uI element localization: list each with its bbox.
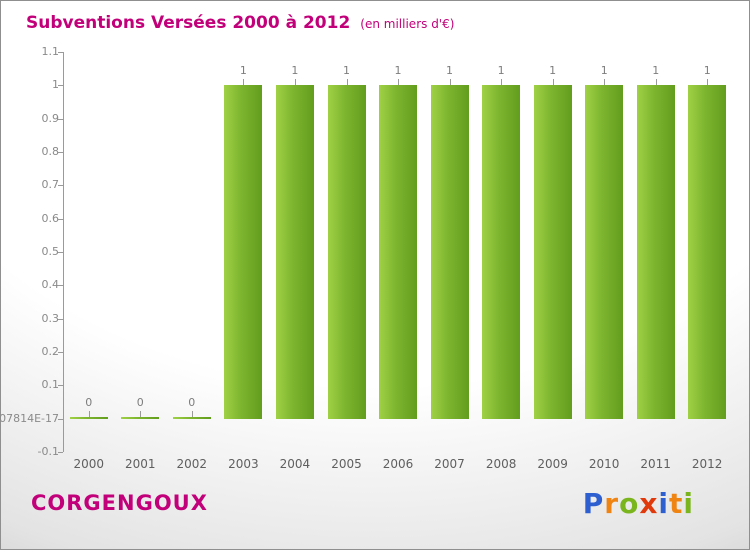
y-tick-mark [58, 252, 63, 253]
bar-value-tick [655, 79, 657, 86]
bar-value-label: 1 [497, 64, 505, 78]
bar-value-tick [398, 79, 399, 86]
y-tick-mark [58, 118, 63, 120]
bar-value-tick [449, 79, 451, 86]
bar-value-tick [707, 79, 709, 86]
y-tick-mark [58, 52, 63, 53]
y-tick-label: 0.3 [41, 311, 60, 325]
bar [688, 85, 727, 419]
bar-value-label: 1 [394, 64, 402, 78]
chart-subtitle: (en milliers d'€) [360, 17, 455, 31]
x-tick-label: 2011 [640, 457, 671, 471]
x-tick-label: 2007 [434, 457, 465, 471]
bar-value-tick [552, 79, 554, 86]
y-tick-mark [58, 385, 63, 387]
bar-value-tick [191, 410, 193, 417]
y-tick-label: 0.8 [41, 145, 60, 158]
logo-letter: t [669, 487, 684, 520]
bar [69, 416, 108, 419]
y-tick-label: 0.4 [41, 278, 60, 292]
bar-value-label: 1 [446, 64, 453, 78]
bar-value-label: 0 [136, 395, 144, 409]
x-tick-label: 2002 [176, 457, 208, 471]
logo-letter: i [658, 487, 669, 520]
logo-letter: x [639, 487, 659, 520]
y-tick-label: 1.1 [41, 45, 60, 58]
bar-value-label: 1 [703, 64, 711, 78]
bar-value-label: 1 [343, 64, 350, 78]
y-tick-label: 0.7 [41, 178, 60, 192]
x-tick-label: 2003 [228, 457, 259, 471]
logo-letter: o [619, 487, 640, 520]
x-tick-label: 2008 [485, 457, 517, 471]
bar [482, 85, 521, 419]
bar-value-tick [243, 79, 245, 86]
x-tick-label: 2005 [331, 457, 362, 471]
y-tick-mark [58, 318, 63, 320]
chart-header: Subventions Versées 2000 à 2012 (en mill… [26, 13, 454, 33]
bar-value-tick [294, 79, 296, 86]
logo-letter: i [683, 487, 694, 520]
bar-value-label: 1 [652, 64, 660, 78]
bar-value-label: 0 [85, 395, 93, 409]
logo-letter: P [582, 487, 605, 520]
logo-letter: r [604, 487, 620, 520]
bar [327, 85, 366, 419]
bar [121, 416, 160, 419]
bar-value-label: 1 [291, 64, 299, 78]
bar [275, 85, 314, 419]
x-tick-label: 2006 [382, 457, 414, 471]
y-tick-mark [58, 85, 63, 87]
x-tick-label: 2001 [125, 457, 156, 471]
y-tick-mark [58, 218, 63, 220]
bar-value-tick [346, 79, 348, 86]
chart-title: Subventions Versées 2000 à 2012 [26, 13, 351, 33]
y-tick-mark [58, 452, 63, 453]
proxiti-logo: Proxiti [583, 487, 694, 520]
bar-value-label: 1 [239, 64, 247, 78]
y-tick-label: 007814E-17 [0, 411, 59, 425]
x-tick-label: 2012 [691, 457, 723, 471]
bar-value-label: 0 [188, 395, 196, 409]
y-tick-mark [58, 285, 63, 287]
commune-name: CORGENGOUX [31, 491, 208, 515]
bar-value-label: 1 [549, 64, 557, 78]
bar [224, 85, 263, 419]
y-tick-label: 0.2 [41, 345, 60, 358]
y-tick-mark [58, 418, 63, 420]
bar [533, 85, 572, 419]
y-tick-label: 1 [52, 78, 59, 92]
y-tick-label: 0.9 [41, 111, 60, 125]
x-tick-label: 2004 [279, 457, 311, 471]
y-axis [63, 52, 64, 452]
x-tick-label: 2009 [537, 457, 568, 471]
bar-value-tick [88, 410, 90, 417]
bar-value-label: 1 [600, 64, 608, 78]
y-tick-label: 0.6 [41, 211, 60, 225]
y-tick-mark [58, 185, 63, 187]
bar-value-tick [501, 79, 503, 86]
y-tick-label: 0.1 [41, 378, 60, 392]
y-tick-mark [58, 152, 63, 153]
bar-value-tick [140, 410, 142, 417]
y-tick-mark [58, 352, 63, 353]
bar-value-tick [604, 79, 606, 86]
bar [636, 85, 675, 419]
x-tick-label: 2010 [588, 457, 620, 471]
y-tick-label: -0.1 [37, 445, 59, 458]
bar [430, 85, 469, 419]
bar [379, 85, 417, 419]
y-tick-label: 0.5 [41, 245, 60, 258]
bar [585, 85, 624, 419]
x-tick-label: 2000 [73, 457, 105, 471]
bar [172, 416, 211, 419]
